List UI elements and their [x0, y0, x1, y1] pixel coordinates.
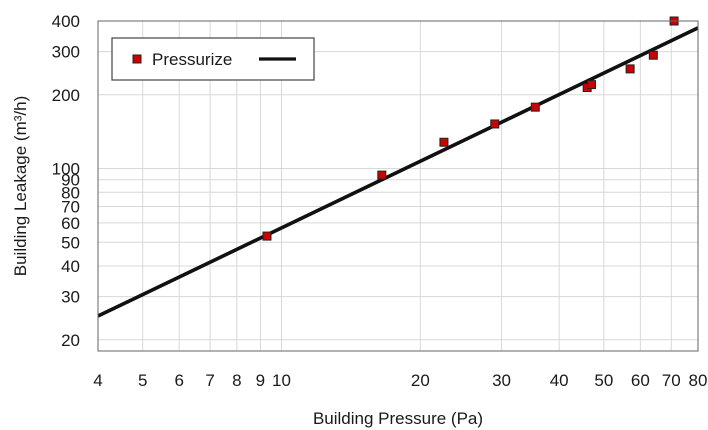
data-point: [490, 119, 500, 129]
fit-line: [97, 26, 699, 318]
plot-frame: [97, 20, 699, 352]
y-tick-label: 300: [52, 43, 80, 62]
y-tick-label: 80: [61, 183, 80, 202]
y-tick-label: 90: [61, 171, 80, 190]
data-point: [530, 102, 540, 112]
y-tick-label: 50: [61, 233, 80, 252]
x-tick-labels: 4 5 6 7 8 9 10 20 30 40 50 60 70 80: [93, 371, 707, 390]
y-tick-label: 40: [61, 257, 80, 276]
x-tick-label: 20: [411, 371, 430, 390]
y-tick-label: 20: [61, 331, 80, 350]
data-point: [625, 64, 635, 74]
data-point: [439, 137, 449, 147]
x-tick-label: 30: [492, 371, 511, 390]
x-tick-label: 10: [272, 371, 291, 390]
y-tick-label: 60: [61, 214, 80, 233]
x-axis-title: Building Pressure (Pa): [313, 409, 483, 428]
x-tick-label: 5: [138, 371, 147, 390]
x-tick-label: 80: [689, 371, 708, 390]
legend-marker-icon: [132, 54, 142, 64]
x-tick-label: 50: [594, 371, 613, 390]
x-tick-label: 70: [662, 371, 681, 390]
legend: Pressurize: [111, 37, 315, 81]
y-tick-label: 200: [52, 86, 80, 105]
x-tick-label: 6: [174, 371, 183, 390]
data-point: [586, 80, 596, 90]
data-point: [377, 170, 387, 180]
data-point: [262, 231, 272, 241]
x-tick-label: 8: [232, 371, 241, 390]
y-tick-label: 100: [52, 160, 80, 179]
x-tick-label: 60: [631, 371, 650, 390]
legend-label: Pressurize: [152, 50, 232, 69]
x-tick-label: 9: [256, 371, 265, 390]
y-tick-label: 70: [61, 197, 80, 216]
fit-line-group: [97, 26, 699, 318]
y-axis-title: Building Leakage (m³/h): [11, 96, 30, 276]
y-tick-label: 400: [52, 12, 80, 31]
data-point: [648, 50, 658, 60]
x-tick-label: 7: [205, 371, 214, 390]
x-tick-label: 40: [550, 371, 569, 390]
x-tick-label: 4: [93, 371, 102, 390]
y-tick-label: 30: [61, 288, 80, 307]
